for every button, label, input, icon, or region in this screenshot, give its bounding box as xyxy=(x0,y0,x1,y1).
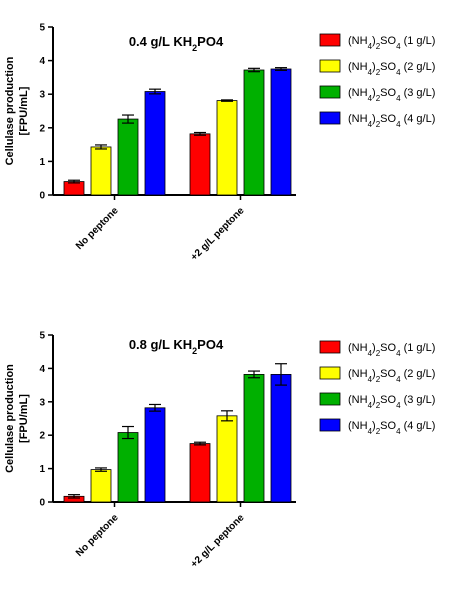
x-tick-label: +2 g/L peptone xyxy=(189,512,247,570)
y-tick-label: 1 xyxy=(39,464,45,475)
bar xyxy=(243,374,265,503)
bar xyxy=(243,69,265,196)
y-tick-label: 1 xyxy=(39,157,45,168)
bar xyxy=(270,68,292,196)
bar xyxy=(216,415,238,503)
y-tick-label: 3 xyxy=(39,90,45,101)
bar xyxy=(189,133,211,196)
bar xyxy=(117,432,139,503)
y-axis-unit-label: [FPU/mL] xyxy=(18,394,30,443)
bar xyxy=(117,118,139,196)
bar xyxy=(63,181,85,196)
x-tick-label: No peptone xyxy=(74,205,121,252)
y-tick-label: 3 xyxy=(39,397,45,408)
legend-label: (NH4)2SO4 (2 g/L) xyxy=(348,61,435,77)
chart-panel-1: 0 1 2 3 4 5 Cellulase production [FPU/mL] 0.4 g/… xyxy=(4,23,435,264)
y-tick-label: 0 xyxy=(39,498,45,509)
x-tick-label: No peptone xyxy=(74,512,121,559)
y-axis-unit-label: [FPU/mL] xyxy=(18,86,30,135)
bar xyxy=(90,146,112,196)
y-axis-label: Cellulase production xyxy=(4,56,16,165)
y-tick-label: 0 xyxy=(39,191,45,202)
chart-title: 0.8 g/L KH2PO4 xyxy=(129,337,224,356)
bar xyxy=(144,91,166,196)
legend-swatch xyxy=(319,340,341,354)
y-tick-label: 5 xyxy=(39,23,45,34)
legend-swatch xyxy=(319,392,341,406)
legend-label: (NH4)2SO4 (1 g/L) xyxy=(348,342,435,358)
bar xyxy=(270,374,292,503)
legend-label: (NH4)2SO4 (4 g/L) xyxy=(348,113,435,129)
y-tick-label: 4 xyxy=(39,56,45,67)
y-axis-label: Cellulase production xyxy=(4,364,16,473)
bar xyxy=(144,407,166,503)
legend-label: (NH4)2SO4 (4 g/L) xyxy=(348,420,435,436)
legend-label: (NH4)2SO4 (1 g/L) xyxy=(348,35,435,51)
legend-swatch xyxy=(319,33,341,47)
y-tick-label: 2 xyxy=(39,431,45,442)
legend-swatch xyxy=(319,418,341,432)
legend-swatch xyxy=(319,366,341,380)
legend-label: (NH4)2SO4 (2 g/L) xyxy=(348,368,435,384)
bar xyxy=(216,100,238,196)
y-tick-label: 2 xyxy=(39,123,45,134)
legend-label: (NH4)2SO4 (3 g/L) xyxy=(348,87,435,103)
bar xyxy=(189,443,211,503)
bar xyxy=(90,469,112,503)
x-tick-label: +2 g/L peptone xyxy=(189,205,247,263)
y-tick-label: 5 xyxy=(39,331,45,342)
legend-label: (NH4)2SO4 (3 g/L) xyxy=(348,394,435,410)
y-tick-label: 4 xyxy=(39,364,45,375)
chart-panel-2: 0 1 2 3 4 5 Cellulase production [FPU/mL] 0.8 g/… xyxy=(4,331,435,571)
legend-swatch xyxy=(319,111,341,125)
legend-swatch xyxy=(319,85,341,99)
chart-title: 0.4 g/L KH2PO4 xyxy=(129,34,224,53)
legend-swatch xyxy=(319,59,341,73)
